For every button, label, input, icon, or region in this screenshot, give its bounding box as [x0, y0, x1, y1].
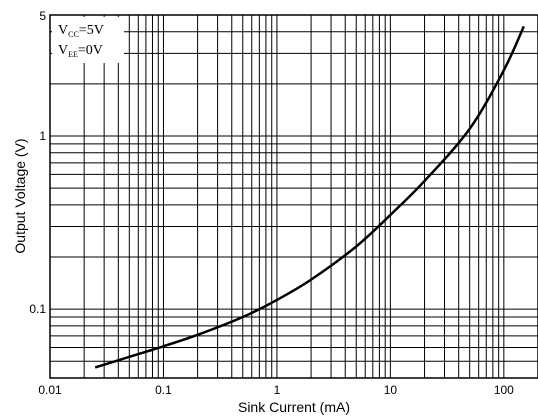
- x-tick-label: 100: [494, 383, 514, 397]
- x-tick-label: 0.1: [155, 383, 172, 397]
- y-tick-label: 1: [39, 129, 46, 143]
- legend-entry: VCC=5V: [58, 23, 104, 39]
- x-tick-labels: 0.01 0.1 1 10 100: [38, 383, 514, 397]
- x-axis-label: Sink Current (mA): [238, 399, 350, 415]
- y-tick-label: 0.1: [29, 302, 46, 316]
- legend-entry: VEE=0V: [58, 43, 103, 59]
- y-axis-label: Output Voltage (V): [12, 138, 28, 253]
- series-line: [94, 25, 525, 369]
- x-tick-label: 1: [274, 383, 281, 397]
- legend-box: [52, 17, 124, 63]
- y-tick-labels: 0.1 1 5: [29, 9, 46, 316]
- x-tick-label: 0.01: [38, 383, 62, 397]
- series-group: [94, 25, 525, 369]
- grid: [50, 15, 538, 378]
- plot-frame: [49, 14, 538, 379]
- plot-background: [50, 15, 538, 378]
- x-tick-label: 10: [384, 383, 398, 397]
- y-tick-label: 5: [39, 9, 46, 23]
- legend: VCC=5V VEE=0V: [52, 17, 124, 63]
